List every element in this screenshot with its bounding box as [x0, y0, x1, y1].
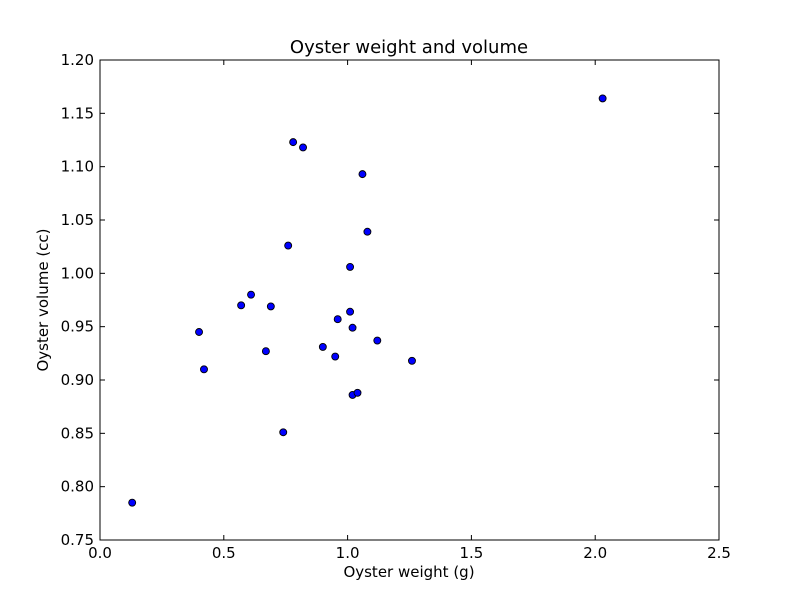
y-tick-label: 0.90 — [61, 371, 94, 389]
data-point — [318, 342, 327, 351]
y-axis-label: Oyster volume (cc) — [34, 228, 52, 371]
data-point — [373, 336, 382, 345]
data-point — [237, 301, 246, 310]
y-tick-label: 0.85 — [61, 424, 94, 442]
x-axis-ticks: 0.0 0.5 1.0 1.5 2.0 2.5 — [88, 60, 731, 562]
data-point — [279, 428, 288, 437]
x-tick-label: 2.0 — [583, 544, 607, 562]
y-tick-label: 1.05 — [61, 211, 94, 229]
data-point — [598, 94, 607, 103]
x-axis-label: Oyster weight (g) — [343, 563, 474, 581]
chart-title: Oyster weight and volume — [290, 37, 528, 58]
y-tick-label: 1.15 — [61, 104, 94, 122]
data-point — [346, 307, 355, 316]
y-axis-ticks: 0.75 0.80 0.85 0.90 0.95 1.00 1.05 1.10 1.15 1.20 — [61, 51, 719, 549]
data-point — [299, 143, 307, 152]
y-tick-label: 0.75 — [61, 531, 94, 549]
data-point — [353, 388, 362, 397]
plot-frame — [99, 59, 720, 541]
x-tick-label: 0.0 — [88, 544, 112, 562]
data-point — [284, 241, 293, 250]
data-point — [333, 315, 342, 324]
y-tick-label: 1.00 — [61, 264, 94, 282]
data-point — [200, 365, 208, 374]
data-point — [408, 356, 416, 365]
data-points — [128, 94, 607, 507]
data-point — [247, 290, 255, 299]
data-point — [346, 262, 355, 271]
data-point — [363, 227, 372, 236]
x-tick-label: 1.5 — [459, 544, 483, 562]
data-point — [289, 138, 298, 147]
y-tick-label: 0.95 — [61, 318, 94, 336]
data-point — [358, 170, 367, 179]
x-tick-label: 1.0 — [336, 544, 360, 562]
y-tick-label: 1.20 — [61, 51, 94, 69]
data-point — [266, 302, 275, 311]
data-point — [128, 498, 137, 507]
x-tick-label: 0.5 — [212, 544, 236, 562]
y-tick-label: 0.80 — [61, 478, 94, 496]
y-tick-label: 1.10 — [61, 158, 94, 176]
data-point — [261, 347, 270, 356]
data-point — [348, 323, 357, 332]
data-point — [331, 352, 340, 361]
data-point — [195, 328, 203, 336]
x-tick-label: 2.5 — [707, 544, 731, 562]
